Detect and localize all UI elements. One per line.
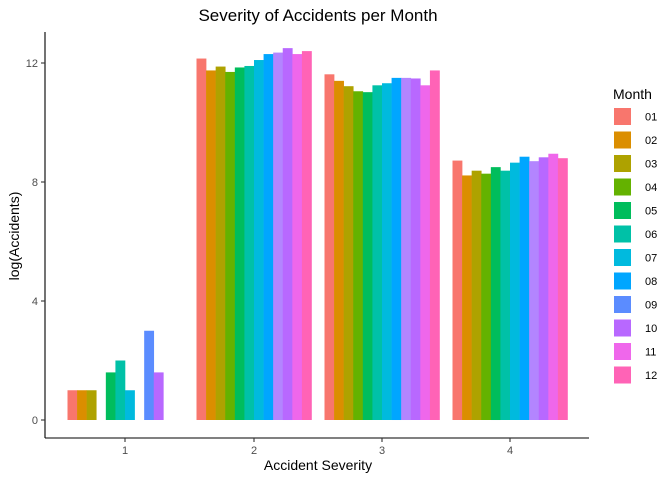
bar-month-11-severity-3 bbox=[420, 85, 431, 420]
bar-month-08-severity-4 bbox=[519, 156, 530, 420]
bar-month-09-severity-1 bbox=[144, 330, 155, 420]
bar-month-12-severity-2 bbox=[301, 51, 312, 420]
legend-label-06: 06 bbox=[645, 229, 657, 241]
legend-title: Month bbox=[613, 86, 652, 102]
legend-key-03 bbox=[614, 155, 631, 172]
bar-month-07-severity-2 bbox=[254, 60, 264, 420]
y-tick-label: 0 bbox=[32, 415, 38, 427]
bar-month-04-severity-4 bbox=[481, 173, 492, 420]
bar-month-08-severity-2 bbox=[263, 54, 274, 420]
bars-layer bbox=[67, 48, 568, 421]
bar-month-02-severity-4 bbox=[462, 175, 472, 420]
legend-label-05: 05 bbox=[645, 206, 657, 218]
y-ticks: 0 4 8 12 bbox=[26, 58, 45, 427]
chart-title: Severity of Accidents per Month bbox=[198, 6, 437, 25]
bar-month-10-severity-2 bbox=[282, 48, 293, 421]
bar-month-05-severity-2 bbox=[234, 67, 245, 421]
bar-month-07-severity-3 bbox=[382, 83, 392, 420]
legend-label-01: 01 bbox=[645, 112, 657, 124]
legend-label-10: 10 bbox=[645, 323, 657, 335]
bar-month-11-severity-4 bbox=[548, 153, 559, 421]
legend-label-11: 11 bbox=[645, 347, 656, 359]
bar-month-02-severity-1 bbox=[77, 390, 87, 420]
legend-label-08: 08 bbox=[645, 276, 657, 288]
legend-key-11 bbox=[614, 343, 631, 360]
bar-month-04-severity-2 bbox=[225, 71, 236, 421]
legend-key-02 bbox=[614, 131, 631, 149]
bar-month-03-severity-2 bbox=[215, 66, 226, 420]
bar-month-10-severity-4 bbox=[538, 157, 549, 420]
bar-month-10-severity-3 bbox=[410, 78, 421, 420]
legend-label-02: 02 bbox=[645, 135, 657, 147]
x-tick-label: 4 bbox=[507, 445, 513, 457]
x-tick-label: 3 bbox=[379, 445, 385, 457]
bar-month-05-severity-3 bbox=[362, 92, 373, 420]
legend-label-12: 12 bbox=[645, 370, 657, 382]
legend-label-03: 03 bbox=[645, 159, 657, 171]
x-ticks: 1 2 3 4 bbox=[122, 438, 513, 457]
bar-month-12-severity-4 bbox=[557, 158, 568, 420]
legend-key-04 bbox=[614, 178, 631, 196]
x-tick-label: 1 bbox=[122, 445, 128, 457]
legend-label-07: 07 bbox=[645, 253, 657, 265]
bar-month-01-severity-1 bbox=[67, 390, 78, 420]
bar-month-07-severity-4 bbox=[510, 162, 520, 420]
bar-month-06-severity-1 bbox=[115, 360, 126, 420]
bar-month-03-severity-1 bbox=[86, 390, 97, 420]
y-tick-label: 8 bbox=[32, 177, 38, 189]
legend-key-06 bbox=[614, 225, 631, 243]
y-tick-label: 12 bbox=[26, 58, 38, 70]
legend-key-12 bbox=[614, 366, 631, 384]
legend-key-01 bbox=[614, 108, 631, 125]
bar-month-05-severity-1 bbox=[105, 372, 116, 420]
bar-month-07-severity-1 bbox=[125, 390, 135, 420]
x-axis-title: Accident Severity bbox=[264, 457, 372, 473]
legend: Month 01 02 03 04 05 06 07 08 09 10 11 12 bbox=[613, 86, 657, 384]
bar-month-06-severity-4 bbox=[500, 170, 511, 420]
bar-month-02-severity-3 bbox=[334, 80, 344, 420]
bar-month-05-severity-4 bbox=[490, 167, 501, 421]
legend-label-04: 04 bbox=[645, 182, 657, 194]
legend-key-09 bbox=[614, 296, 631, 313]
bar-month-02-severity-2 bbox=[206, 70, 216, 420]
bar-month-01-severity-2 bbox=[196, 58, 207, 420]
bar-month-11-severity-2 bbox=[292, 54, 303, 420]
legend-label-09: 09 bbox=[645, 300, 657, 312]
legend-key-07 bbox=[614, 249, 631, 266]
bar-month-09-severity-2 bbox=[273, 52, 284, 421]
bar-month-09-severity-4 bbox=[529, 161, 540, 420]
legend-key-05 bbox=[614, 202, 631, 219]
bar-month-06-severity-2 bbox=[244, 65, 255, 420]
bar-month-01-severity-3 bbox=[324, 74, 335, 420]
bar-month-03-severity-4 bbox=[471, 170, 482, 420]
x-tick-label: 2 bbox=[251, 445, 257, 457]
legend-key-10 bbox=[614, 319, 631, 337]
bar-month-03-severity-3 bbox=[343, 86, 354, 420]
bar-month-04-severity-3 bbox=[353, 91, 364, 420]
y-tick-label: 4 bbox=[32, 296, 38, 308]
bar-month-09-severity-3 bbox=[401, 77, 412, 421]
bar-month-01-severity-4 bbox=[452, 160, 463, 420]
bar-month-12-severity-3 bbox=[429, 70, 440, 420]
legend-key-08 bbox=[614, 272, 631, 290]
bar-month-08-severity-3 bbox=[391, 77, 402, 421]
bar-month-06-severity-3 bbox=[372, 85, 383, 420]
y-axis-title: log(Accidents) bbox=[6, 192, 22, 281]
bar-month-10-severity-1 bbox=[153, 372, 164, 420]
